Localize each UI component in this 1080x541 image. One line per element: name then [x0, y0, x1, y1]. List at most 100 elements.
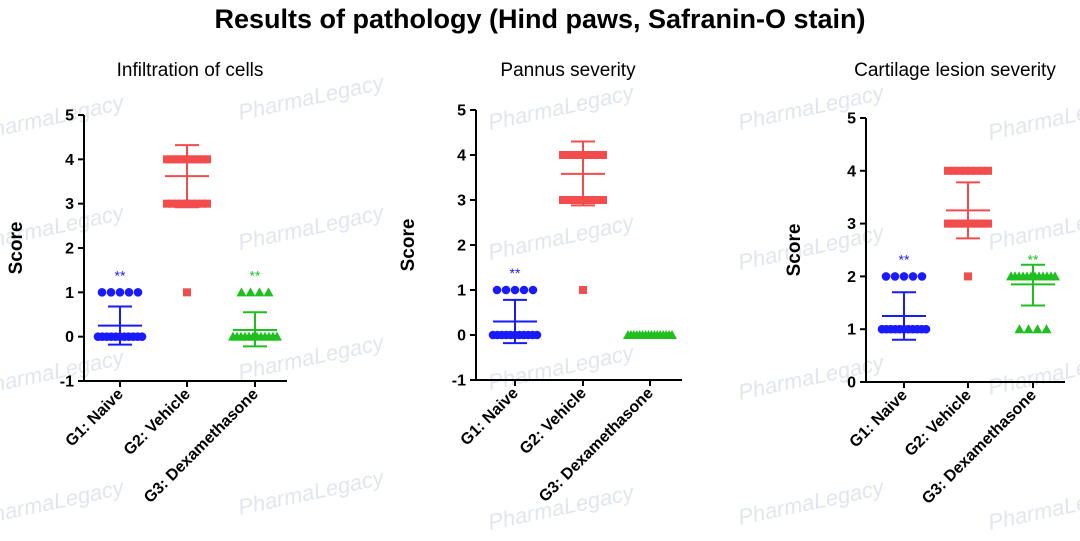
x-category-label: G2: Vehicle [902, 387, 975, 460]
y-tick-label: 0 [457, 328, 466, 345]
data-point [254, 287, 265, 297]
data-point [590, 151, 599, 159]
watermark-text: PharmaLegacy [986, 479, 1080, 535]
data-point [966, 166, 975, 175]
series-g1-naive: ** [488, 265, 542, 345]
data-point [198, 199, 206, 208]
y-tick-label: 3 [847, 216, 856, 233]
data-point [978, 166, 987, 175]
y-tick-label: 1 [847, 322, 856, 339]
data-point [559, 196, 567, 204]
y-tick-label: 5 [65, 108, 74, 125]
series-g3-dexamethasone: ** [228, 267, 282, 348]
data-point [585, 151, 594, 159]
data-point [163, 155, 171, 164]
significance-marker: ** [510, 265, 521, 281]
data-point [178, 199, 186, 208]
y-tick-label: 4 [457, 148, 466, 165]
x-category-label: G2: Vehicle [121, 386, 194, 459]
watermark-text: PharmaLegacy [236, 464, 388, 520]
series-g3-dexamethasone [623, 330, 677, 339]
data-point [890, 272, 900, 281]
data-point [1032, 324, 1043, 334]
data-point [194, 155, 203, 164]
data-point [599, 151, 607, 159]
data-point [921, 324, 931, 334]
data-point [492, 285, 502, 295]
data-point [1050, 271, 1060, 281]
series-g2-vehicle [163, 144, 211, 297]
data-point [115, 288, 125, 297]
watermark-text: PharmaLegacy [986, 199, 1080, 255]
y-tick-label: 2 [847, 269, 856, 286]
data-point [984, 166, 992, 175]
data-point [193, 199, 201, 208]
data-point [106, 288, 116, 297]
y-tick-label: 5 [457, 103, 466, 120]
data-point [203, 199, 211, 208]
y-tick-label: 3 [457, 193, 466, 210]
data-point [594, 196, 602, 204]
data-point [173, 199, 181, 208]
y-tick-label: 0 [847, 375, 856, 392]
series-g2-vehicle [559, 140, 607, 294]
data-point [599, 196, 607, 204]
watermark-text: PharmaLegacy [486, 209, 638, 265]
data-point [272, 331, 282, 341]
y-tick-label: 2 [457, 238, 466, 255]
data-point [1023, 324, 1034, 334]
data-point [559, 151, 567, 159]
panel-title: Infiltration of cells [117, 60, 264, 81]
y-tick-label: 0 [65, 329, 74, 346]
data-point [984, 219, 992, 228]
data-point [589, 196, 597, 204]
y-tick-label: 3 [65, 196, 74, 213]
data-point [567, 151, 576, 159]
data-point [171, 155, 180, 164]
y-tick-label: 1 [65, 285, 74, 302]
data-point [584, 196, 592, 204]
significance-marker: ** [1028, 251, 1039, 267]
data-point [198, 155, 207, 164]
data-point [203, 155, 211, 164]
data-point [501, 285, 511, 295]
significance-marker: ** [899, 251, 910, 267]
y-tick-label: -1 [60, 374, 74, 391]
significance-marker: ** [115, 267, 126, 283]
watermark-text: PharmaLegacy [736, 79, 888, 135]
panel-title: Cartilage lesion severity [854, 60, 1056, 81]
data-point [881, 272, 891, 281]
x-category-label: G3: Dexamethasone [141, 386, 262, 507]
y-axis-label: Score [6, 222, 27, 275]
series-g1-naive: ** [93, 267, 147, 346]
watermark-text: PharmaLegacy [736, 474, 888, 530]
data-point [944, 166, 952, 175]
watermark-text: PharmaLegacy [0, 474, 128, 530]
x-category-label: G2: Vehicle [517, 385, 590, 458]
panel-title: Pannus severity [500, 60, 636, 81]
y-axis-label: Score [784, 224, 805, 277]
data-point [564, 196, 572, 204]
data-point [955, 166, 964, 175]
watermark-text: PharmaLegacy [736, 219, 888, 275]
data-point [594, 151, 603, 159]
watermark-text: PharmaLegacy [236, 199, 388, 255]
data-point [133, 288, 143, 297]
series-g3-dexamethasone: ** [1006, 251, 1060, 334]
data-point [137, 332, 147, 341]
data-point [574, 196, 582, 204]
data-point [563, 151, 572, 159]
data-point [180, 155, 189, 164]
x-category-label: G1: Naive [63, 386, 127, 450]
watermark-layer: PharmaLegacy PharmaLegacy PharmaLegacy Phar… [0, 69, 1080, 535]
panel-pannus-severity: Pannus severity Score -1 0 1 2 3 4 5 G1: NaiveG2:… [398, 60, 682, 506]
data-point [510, 285, 520, 295]
y-tick-label: 1 [457, 283, 466, 300]
y-axis-label: Score [398, 219, 419, 272]
y-tick-label: 4 [847, 163, 856, 180]
data-point [236, 287, 247, 297]
y-tick-label: 4 [65, 152, 74, 169]
data-point [245, 287, 256, 297]
watermark-text: PharmaLegacy [486, 79, 638, 135]
